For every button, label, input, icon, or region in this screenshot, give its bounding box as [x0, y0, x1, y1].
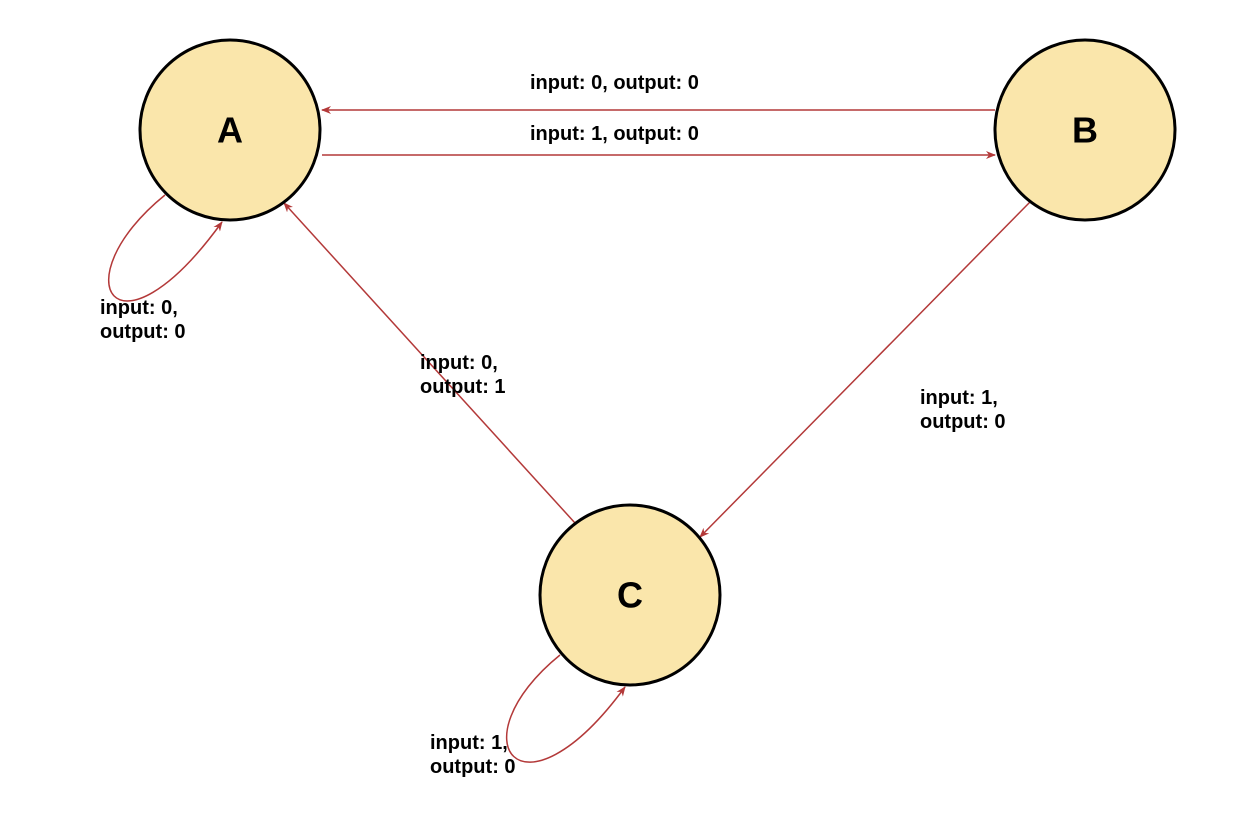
node-A: A — [140, 40, 320, 220]
state-diagram: A B C input: 0, output: 0 input: 1, outp… — [0, 0, 1250, 828]
edge-B-to-C — [700, 202, 1030, 537]
edge-C-loop-label: input: 1, output: 0 — [430, 732, 516, 778]
edge-B-to-C-label: input: 1, output: 0 — [920, 387, 1006, 433]
edge-A-loop-label: input: 0, output: 0 — [100, 297, 186, 343]
node-B-label: B — [1072, 110, 1098, 151]
edge-C-to-A-label: input: 0, output: 1 — [420, 352, 506, 398]
node-A-label: A — [217, 110, 243, 151]
node-C-label: C — [617, 575, 643, 616]
node-C: C — [540, 505, 720, 685]
edge-B-to-A-label: input: 0, output: 0 — [530, 72, 699, 94]
node-B: B — [995, 40, 1175, 220]
edge-A-to-B-label: input: 1, output: 0 — [530, 123, 699, 145]
